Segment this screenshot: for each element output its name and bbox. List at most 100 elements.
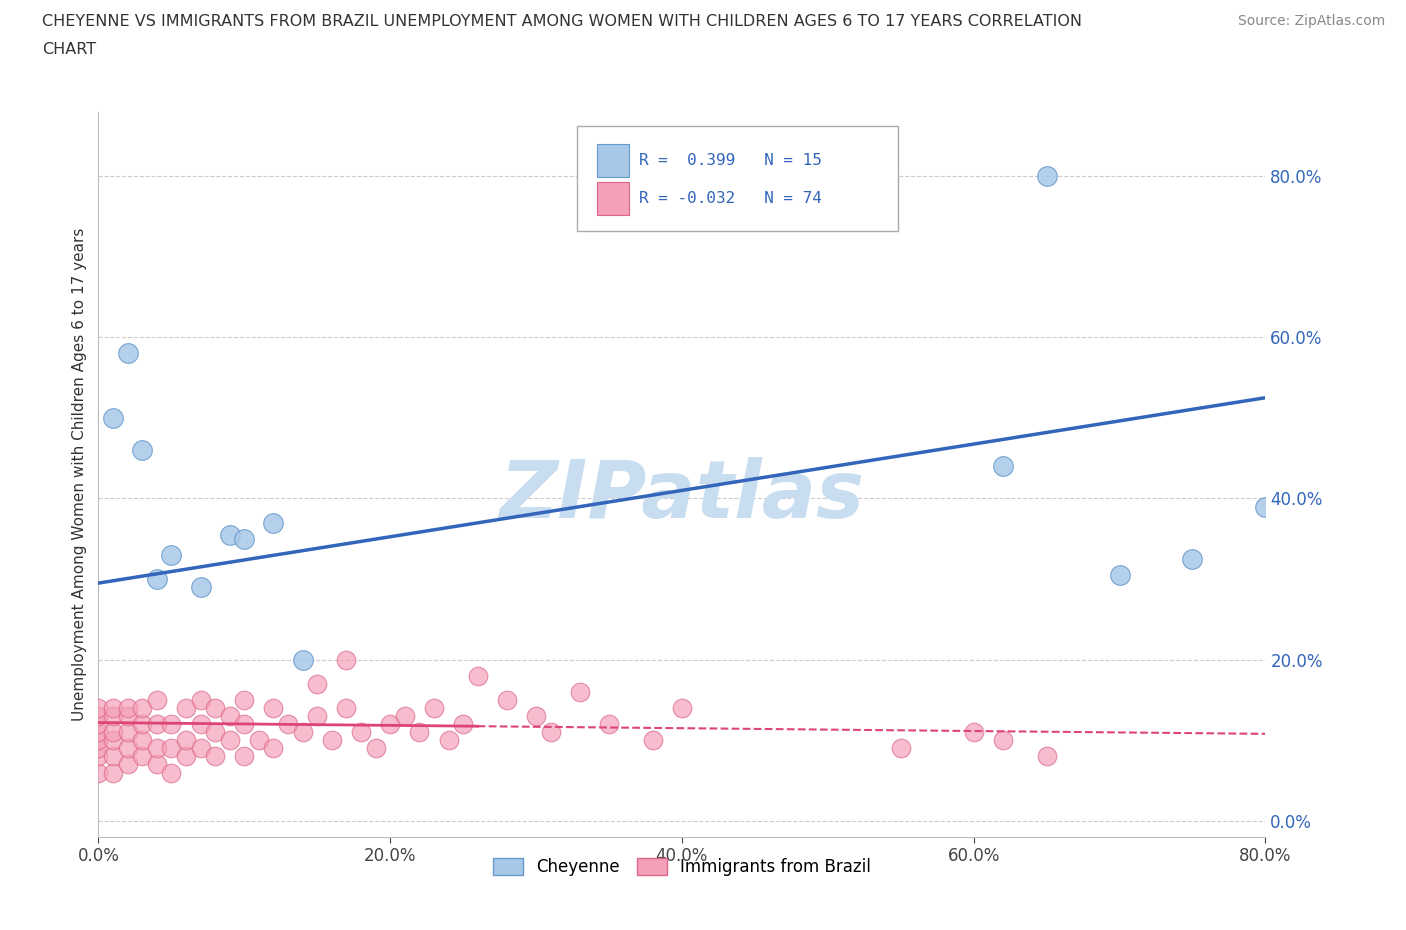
- Point: [641, 733, 664, 748]
- Point: [131, 700, 153, 715]
- Point: [233, 693, 256, 708]
- Point: [496, 693, 519, 708]
- Point: [277, 717, 299, 732]
- Point: [131, 717, 153, 732]
- Text: CHART: CHART: [42, 42, 96, 57]
- Point: [262, 741, 284, 756]
- Point: [218, 733, 240, 748]
- Point: [131, 443, 153, 458]
- Point: [233, 749, 256, 764]
- Point: [190, 717, 212, 732]
- Point: [671, 700, 693, 715]
- Point: [190, 741, 212, 756]
- FancyBboxPatch shape: [596, 144, 630, 177]
- Point: [204, 700, 226, 715]
- Point: [117, 709, 139, 724]
- Point: [350, 724, 373, 739]
- Point: [174, 749, 197, 764]
- Point: [262, 515, 284, 530]
- Point: [87, 749, 110, 764]
- Point: [991, 458, 1014, 473]
- FancyBboxPatch shape: [596, 182, 630, 215]
- Point: [101, 724, 124, 739]
- Point: [218, 527, 240, 542]
- Point: [131, 733, 153, 748]
- Point: [117, 346, 139, 361]
- Point: [204, 724, 226, 739]
- Point: [101, 765, 124, 780]
- Point: [1254, 499, 1277, 514]
- Point: [335, 652, 357, 667]
- Point: [598, 717, 620, 732]
- Point: [991, 733, 1014, 748]
- Point: [117, 724, 139, 739]
- Point: [233, 717, 256, 732]
- Point: [451, 717, 474, 732]
- Point: [160, 548, 183, 563]
- Point: [321, 733, 343, 748]
- Point: [364, 741, 387, 756]
- Point: [1035, 749, 1057, 764]
- Point: [262, 700, 284, 715]
- Point: [101, 410, 124, 425]
- Point: [335, 700, 357, 715]
- Point: [160, 741, 183, 756]
- Text: R = -0.032   N = 74: R = -0.032 N = 74: [638, 192, 821, 206]
- Point: [467, 669, 489, 684]
- Point: [307, 709, 329, 724]
- Point: [117, 700, 139, 715]
- Point: [962, 724, 984, 739]
- Point: [540, 724, 562, 739]
- Point: [87, 765, 110, 780]
- Point: [568, 684, 591, 699]
- Point: [146, 741, 169, 756]
- Point: [174, 733, 197, 748]
- Point: [87, 700, 110, 715]
- Point: [160, 765, 183, 780]
- Point: [101, 700, 124, 715]
- Point: [437, 733, 460, 748]
- Text: CHEYENNE VS IMMIGRANTS FROM BRAZIL UNEMPLOYMENT AMONG WOMEN WITH CHILDREN AGES 6: CHEYENNE VS IMMIGRANTS FROM BRAZIL UNEMP…: [42, 14, 1083, 29]
- Point: [204, 749, 226, 764]
- Point: [87, 724, 110, 739]
- Text: ZIPatlas: ZIPatlas: [499, 457, 865, 535]
- Point: [87, 717, 110, 732]
- Point: [146, 717, 169, 732]
- Point: [146, 757, 169, 772]
- Point: [291, 652, 314, 667]
- Point: [131, 749, 153, 764]
- Point: [117, 741, 139, 756]
- Point: [524, 709, 547, 724]
- Point: [190, 693, 212, 708]
- Point: [291, 724, 314, 739]
- Y-axis label: Unemployment Among Women with Children Ages 6 to 17 years: Unemployment Among Women with Children A…: [72, 228, 87, 721]
- Point: [190, 579, 212, 594]
- Point: [233, 531, 256, 546]
- Point: [87, 709, 110, 724]
- Point: [394, 709, 416, 724]
- Point: [890, 741, 912, 756]
- Point: [87, 741, 110, 756]
- FancyBboxPatch shape: [576, 126, 898, 232]
- Point: [101, 709, 124, 724]
- Point: [101, 749, 124, 764]
- Text: R =  0.399   N = 15: R = 0.399 N = 15: [638, 153, 821, 167]
- Point: [146, 572, 169, 587]
- Point: [1181, 551, 1204, 566]
- Point: [247, 733, 270, 748]
- Text: Source: ZipAtlas.com: Source: ZipAtlas.com: [1237, 14, 1385, 28]
- Point: [87, 733, 110, 748]
- Point: [380, 717, 402, 732]
- Point: [1108, 567, 1130, 582]
- Legend: Cheyenne, Immigrants from Brazil: Cheyenne, Immigrants from Brazil: [486, 852, 877, 883]
- Point: [174, 700, 197, 715]
- Point: [408, 724, 430, 739]
- Point: [160, 717, 183, 732]
- Point: [117, 757, 139, 772]
- Point: [101, 733, 124, 748]
- Point: [218, 709, 240, 724]
- Point: [307, 676, 329, 691]
- Point: [1035, 168, 1057, 183]
- Point: [423, 700, 446, 715]
- Point: [146, 693, 169, 708]
